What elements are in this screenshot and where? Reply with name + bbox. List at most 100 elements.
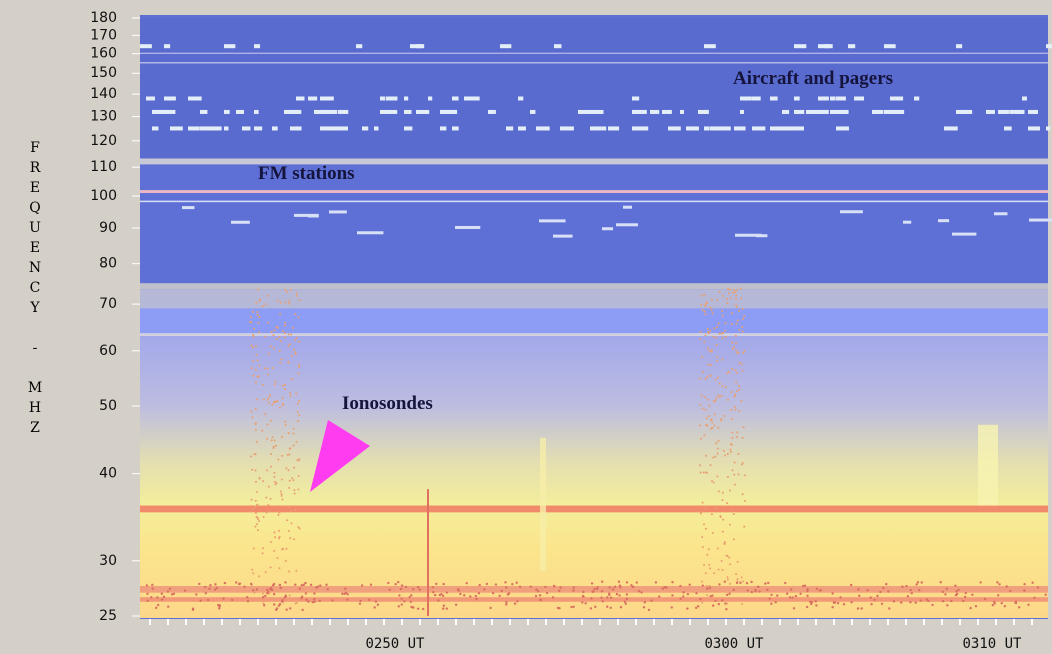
noise-dot (756, 585, 760, 588)
noise-dot (536, 590, 540, 593)
noise-dot (400, 584, 404, 587)
noise-dot (701, 584, 704, 587)
blip (854, 96, 865, 101)
noise-dot (806, 594, 809, 598)
trace-dot (729, 448, 732, 451)
noise-dot (326, 587, 329, 591)
trace-dot (269, 419, 272, 422)
trace-dot (711, 421, 714, 424)
trace-dot (738, 388, 741, 391)
blip (830, 109, 837, 114)
trace-dot (261, 383, 264, 386)
blip (206, 126, 217, 131)
noise-dot (856, 607, 860, 610)
noise-dot (998, 583, 1001, 586)
trace-dot (703, 341, 706, 344)
noise-dot (311, 600, 314, 604)
trace-dot (715, 343, 718, 346)
noise-dot (858, 594, 861, 597)
trace-dot (716, 356, 719, 359)
noise-dot (309, 583, 313, 587)
y-tick-label: 50 (99, 398, 117, 414)
noise-dot (983, 597, 987, 601)
noise-dot (279, 586, 282, 590)
noise-dot (647, 608, 651, 612)
noise-dot (711, 594, 714, 597)
noise-dot (764, 582, 767, 585)
trace-dot (721, 358, 724, 361)
trace-dot (700, 580, 703, 583)
noise-dot (697, 605, 700, 608)
trace-dot (261, 305, 264, 308)
noise-dot (437, 599, 440, 602)
y-tick-label: 60 (99, 343, 117, 359)
trace-dot (721, 314, 724, 317)
trace-dot (293, 466, 296, 469)
noise-dot (516, 600, 519, 603)
trace-dot (271, 366, 274, 369)
trace-dot (262, 602, 265, 605)
blip (698, 109, 709, 114)
trace-dot (741, 436, 744, 439)
trace-dot (721, 568, 724, 571)
trace-dot (704, 597, 707, 600)
trace-dot (717, 376, 720, 379)
trace-dot (743, 314, 746, 317)
noise-dot (905, 584, 908, 588)
trace-dot (717, 439, 720, 442)
trace-dot (269, 566, 272, 569)
trace-dot (703, 434, 706, 437)
trace-dot (703, 523, 706, 526)
blip (1029, 218, 1052, 222)
noise-dot (191, 608, 195, 611)
noise-dot (945, 587, 949, 591)
trace-dot (742, 318, 745, 321)
noise-dot (264, 594, 267, 598)
noise-dot (869, 596, 872, 599)
trace-dot (286, 453, 289, 456)
trace-dot (287, 469, 290, 472)
trace-dot (726, 578, 729, 581)
noise-dot (572, 605, 575, 608)
noise-dot (421, 607, 425, 611)
trace-dot (297, 488, 300, 491)
blip (590, 126, 602, 131)
trace-dot (726, 453, 729, 456)
trace-dot (267, 485, 270, 488)
noise-dot (957, 588, 960, 591)
noise-dot (445, 591, 449, 594)
blip (404, 96, 409, 101)
trace-dot (731, 347, 734, 350)
trace-dot (704, 408, 707, 411)
trace-dot (699, 403, 702, 406)
noise-dot (304, 581, 307, 585)
trace-dot (733, 405, 736, 408)
trace-dot (734, 291, 737, 294)
trace-dot (743, 499, 746, 502)
band (140, 289, 1048, 309)
noise-dot (873, 598, 876, 602)
blip (254, 126, 263, 131)
blip (1034, 126, 1041, 131)
trace-dot (292, 479, 295, 482)
noise-dot (694, 606, 698, 610)
blip (1046, 126, 1051, 131)
trace-dot (275, 338, 278, 341)
trace-dot (258, 299, 261, 302)
noise-dot (879, 590, 882, 594)
stripe (140, 158, 1048, 165)
noise-dot (412, 588, 415, 591)
trace-dot (718, 290, 721, 293)
trace-dot (721, 491, 724, 494)
blip (836, 96, 846, 101)
blip (952, 232, 977, 236)
noise-dot (944, 593, 947, 596)
noise-dot (343, 592, 346, 595)
noise-dot (272, 592, 276, 596)
trace-dot (724, 335, 727, 338)
trace-dot (743, 525, 746, 528)
trace-dot (732, 538, 735, 541)
noise-dot (785, 592, 789, 595)
trace-dot (294, 313, 297, 316)
